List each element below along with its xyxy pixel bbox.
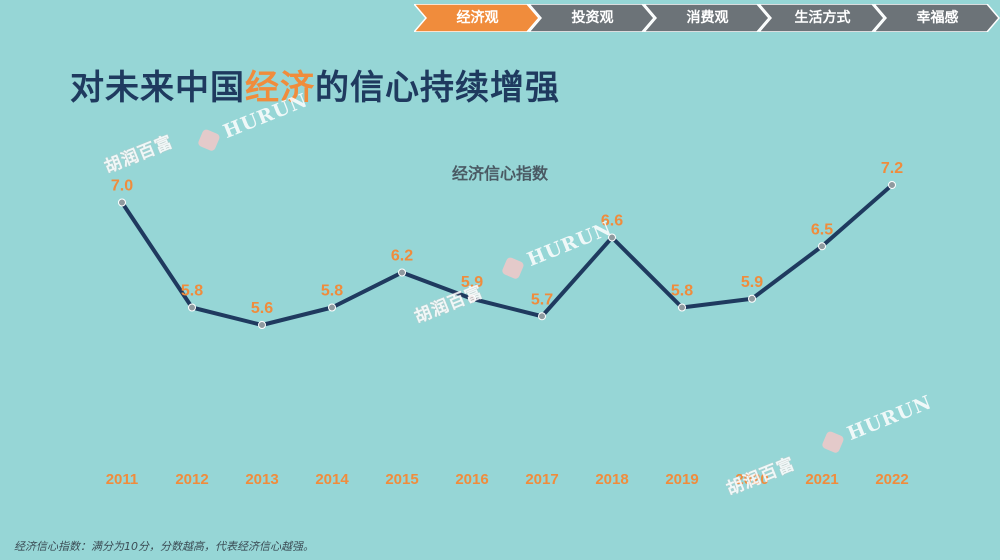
data-label-2021: 6.5 (811, 221, 833, 238)
x-tick-label-2014: 2014 (315, 471, 349, 488)
data-point-2021 (818, 242, 826, 251)
x-tick-label-2011: 2011 (106, 471, 139, 488)
series-line (120, 183, 894, 327)
data-point-2018 (608, 233, 616, 242)
x-tick-label-2021: 2021 (805, 471, 838, 488)
data-point-2013 (258, 321, 266, 329)
x-tick-label-2022: 2022 (875, 471, 908, 488)
title-highlight: 经济 (245, 68, 315, 108)
data-label-2017: 5.7 (531, 291, 553, 308)
data-point-2016 (468, 294, 476, 303)
data-point-2011 (118, 198, 126, 207)
page-title: 对未来中国经济的信心持续增强 (70, 60, 560, 109)
nav-tab-shape (758, 4, 885, 32)
data-label-2020: 5.9 (741, 274, 763, 291)
x-tick-label-2015: 2015 (385, 471, 418, 488)
data-label-2022: 7.2 (881, 160, 903, 177)
chart-title: 经济信心指数 (451, 164, 548, 183)
data-point-2015 (398, 268, 406, 277)
footnote: 经济信心指数：满分为10分，分数越高，代表经济信心越强。 (14, 540, 314, 553)
nav-tab-shape (873, 4, 1000, 32)
x-tick-label-2012: 2012 (175, 471, 208, 488)
nav-tab-shape (414, 4, 540, 32)
x-tick-label-2013: 2013 (245, 471, 278, 488)
x-tick-label-2019: 2019 (665, 471, 698, 488)
x-tick-label-2018: 2018 (595, 471, 628, 488)
top-navigation: 经济观 投资观 消费观 生活方式 幸福感 (414, 4, 1000, 32)
data-label-2015: 6.2 (391, 248, 413, 265)
data-label-2016: 5.9 (461, 274, 483, 291)
title-prefix: 对未来中国 (70, 68, 245, 108)
x-tick-label-2016: 2016 (455, 471, 488, 488)
data-point-2022 (888, 181, 896, 189)
nav-tab-2[interactable]: 投资观 (571, 10, 614, 26)
x-tick-label-2020: 2020 (735, 471, 768, 488)
nav-tab-4[interactable]: 生活方式 (794, 10, 851, 26)
nav-tab-1[interactable]: 经济观 (456, 10, 499, 26)
data-point-2017 (538, 312, 546, 321)
nav-arrows (414, 4, 1000, 32)
data-point-2012 (188, 303, 196, 312)
data-label-2013: 5.6 (251, 300, 273, 317)
nav-tab-3[interactable]: 消费观 (686, 10, 729, 26)
nav-tab-5[interactable]: 幸福感 (916, 10, 959, 26)
nav-tab-shape (643, 4, 770, 32)
data-label-2011: 7.0 (111, 178, 133, 195)
data-label-2019: 5.8 (671, 283, 693, 300)
nav-tab-shape (528, 4, 655, 32)
data-point-2020 (748, 294, 756, 303)
data-label-2018: 6.6 (601, 213, 623, 230)
data-label-2014: 5.8 (321, 283, 343, 300)
data-point-2019 (678, 303, 686, 312)
title-suffix: 的信心持续增强 (315, 68, 560, 108)
x-tick-label-2017: 2017 (525, 471, 558, 488)
data-label-2012: 5.8 (181, 283, 203, 300)
data-point-2014 (328, 303, 336, 312)
